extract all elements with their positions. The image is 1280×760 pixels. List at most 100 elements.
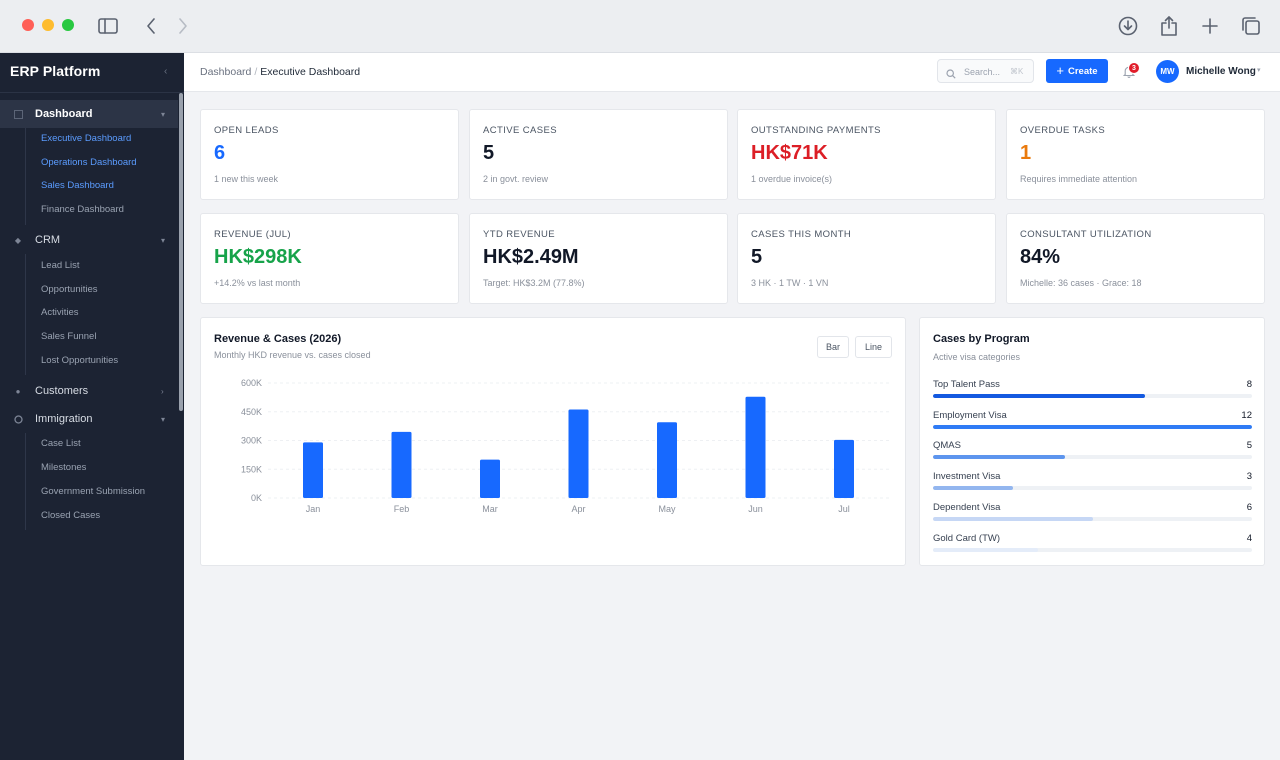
kpi-label: OUTSTANDING PAYMENTS — [751, 125, 881, 136]
kpi-label: YTD REVENUE — [483, 229, 555, 240]
window-minimize-button[interactable] — [42, 19, 54, 31]
program-progress-fill — [933, 486, 1013, 491]
cases-by-program-card: Cases by Program Active visa categories … — [919, 317, 1265, 566]
sidebar-item-sales-funnel[interactable]: Sales Funnel — [41, 331, 97, 342]
kpi-subtext: Requires immediate attention — [1020, 174, 1138, 184]
y-axis-tick-label: 150K — [241, 464, 262, 474]
submenu-rail — [25, 433, 26, 530]
search-input[interactable]: Search... ⌘K — [937, 59, 1034, 83]
sidebar-group-crm[interactable]: ◆ CRM ▾ — [0, 226, 178, 254]
kpi-value: 6 — [214, 142, 226, 164]
program-count: 8 — [1246, 379, 1252, 390]
program-name: QMAS — [933, 440, 961, 452]
kpi-subtext: 2 in govt. review — [483, 174, 549, 184]
chart-subtitle: Monthly HKD revenue vs. cases closed — [214, 350, 371, 360]
program-progress-track — [933, 455, 1252, 460]
chart-type-line-button[interactable]: Line — [855, 336, 892, 358]
kpi-label: CONSULTANT UTILIZATION — [1020, 229, 1152, 240]
kpi-label: ACTIVE CASES — [483, 125, 557, 136]
program-row: Top Talent Pass 8 — [933, 379, 1252, 403]
kpi-value: 5 — [483, 142, 495, 164]
chart-type-bar-button[interactable]: Bar — [817, 336, 849, 358]
program-progress-fill — [933, 547, 1039, 552]
kpi-label: OVERDUE TASKS — [1020, 125, 1106, 136]
program-name: Gold Card (TW) — [933, 532, 1001, 544]
sidebar-scrollbar[interactable] — [179, 93, 183, 411]
kpi-value: HK$2.49M — [483, 246, 579, 268]
dashboard-icon — [13, 109, 23, 119]
submenu-rail — [25, 254, 26, 375]
program-row: Gold Card (TW) 4 — [933, 533, 1252, 557]
create-button-label: Create — [1068, 65, 1098, 77]
kpi-subtext: 3 HK · 1 TW · 1 VN — [751, 278, 829, 288]
sidebar-group-customers[interactable]: ● Customers › — [0, 377, 178, 405]
sidebar-group-label: Immigration — [35, 413, 93, 425]
breadcrumb: Dashboard / Executive Dashboard — [200, 66, 360, 78]
user-menu-chevron-icon[interactable]: ▾ — [1257, 67, 1261, 74]
breadcrumb-link-dashboard[interactable]: Dashboard — [200, 66, 252, 78]
program-row: Investment Visa 3 — [933, 471, 1252, 495]
sidebar-toggle-icon[interactable] — [96, 14, 120, 38]
search-placeholder: Search... — [964, 67, 1001, 77]
sidebar-item-lead-list[interactable]: Lead List — [41, 260, 80, 271]
create-button[interactable]: + Create — [1046, 59, 1108, 83]
brand-logo-text: ERP Platform — [10, 63, 101, 79]
kpi-label: OPEN LEADS — [214, 125, 279, 136]
program-progress-track — [933, 547, 1252, 552]
search-icon — [946, 66, 956, 84]
revenue-bar[interactable] — [745, 396, 766, 498]
sidebar-item-executive-dashboard[interactable]: Executive Dashboard — [41, 133, 132, 144]
revenue-bar[interactable] — [657, 422, 677, 498]
revenue-bar[interactable] — [568, 409, 589, 498]
sidebar-item-lost-opportunities[interactable]: Lost Opportunities — [41, 355, 119, 366]
browser-toolbar — [0, 0, 1280, 53]
forward-icon[interactable] — [171, 14, 195, 38]
sidebar-item-sales-dashboard[interactable]: Sales Dashboard — [41, 180, 114, 191]
chart-title: Revenue & Cases (2026) — [214, 333, 342, 345]
avatar[interactable]: MW — [1156, 60, 1179, 83]
sidebar-group-label: Dashboard — [35, 108, 93, 120]
notification-count-badge: 3 — [1128, 62, 1140, 74]
x-axis-tick-label: Jan — [306, 504, 321, 514]
sidebar-collapse-icon[interactable]: ‹ — [164, 66, 168, 77]
revenue-bar[interactable] — [480, 459, 500, 498]
program-count: 3 — [1246, 471, 1252, 483]
y-axis-tick-label: 0K — [251, 493, 262, 503]
program-row: Dependent Visa 6 — [933, 502, 1252, 526]
window-zoom-button[interactable] — [62, 19, 74, 31]
sidebar-item-closed-cases[interactable]: Closed Cases — [41, 510, 101, 521]
tab-overview-icon[interactable] — [1239, 14, 1263, 38]
window-close-button[interactable] — [22, 19, 34, 31]
kpi-value: 5 — [751, 246, 763, 268]
user-name[interactable]: Michelle Wong — [1186, 66, 1256, 77]
sidebar-item-opportunities[interactable]: Opportunities — [41, 284, 98, 295]
kpi-label: CASES THIS MONTH — [751, 229, 852, 240]
sidebar-item-finance-dashboard[interactable]: Finance Dashboard — [41, 204, 124, 215]
new-tab-icon[interactable] — [1198, 14, 1222, 38]
y-axis-tick-label: 300K — [241, 436, 262, 446]
revenue-bar[interactable] — [391, 431, 412, 498]
sidebar-group-immigration[interactable]: Immigration ▾ — [0, 405, 178, 433]
revenue-bar[interactable] — [834, 439, 854, 498]
program-progress-fill — [933, 424, 1252, 429]
program-card-subtitle: Active visa categories — [933, 352, 1021, 362]
sidebar-item-government-submission[interactable]: Government Submission — [41, 486, 146, 497]
download-icon[interactable] — [1116, 14, 1140, 38]
program-count: 12 — [1241, 409, 1252, 421]
kpi-label: REVENUE (JUL) — [214, 229, 291, 240]
back-icon[interactable] — [139, 14, 163, 38]
program-progress-fill — [933, 394, 1146, 398]
immigration-icon — [13, 414, 23, 424]
kpi-card-active-cases: ACTIVE CASES 5 2 in govt. review — [469, 109, 728, 200]
program-progress-fill — [933, 516, 1093, 521]
search-shortcut-hint: ⌘K — [1010, 67, 1024, 76]
sidebar-item-operations-dashboard[interactable]: Operations Dashboard — [41, 157, 137, 168]
y-axis-tick-label: 450K — [241, 407, 262, 417]
share-icon[interactable] — [1157, 14, 1181, 38]
sidebar-item-activities[interactable]: Activities — [41, 307, 79, 318]
program-row: QMAS 5 — [933, 440, 1252, 464]
sidebar-group-dashboard[interactable]: Dashboard ▾ — [0, 100, 178, 128]
revenue-bar[interactable] — [303, 442, 323, 498]
sidebar-item-milestones[interactable]: Milestones — [41, 462, 87, 473]
sidebar-item-case-list[interactable]: Case List — [41, 438, 81, 449]
